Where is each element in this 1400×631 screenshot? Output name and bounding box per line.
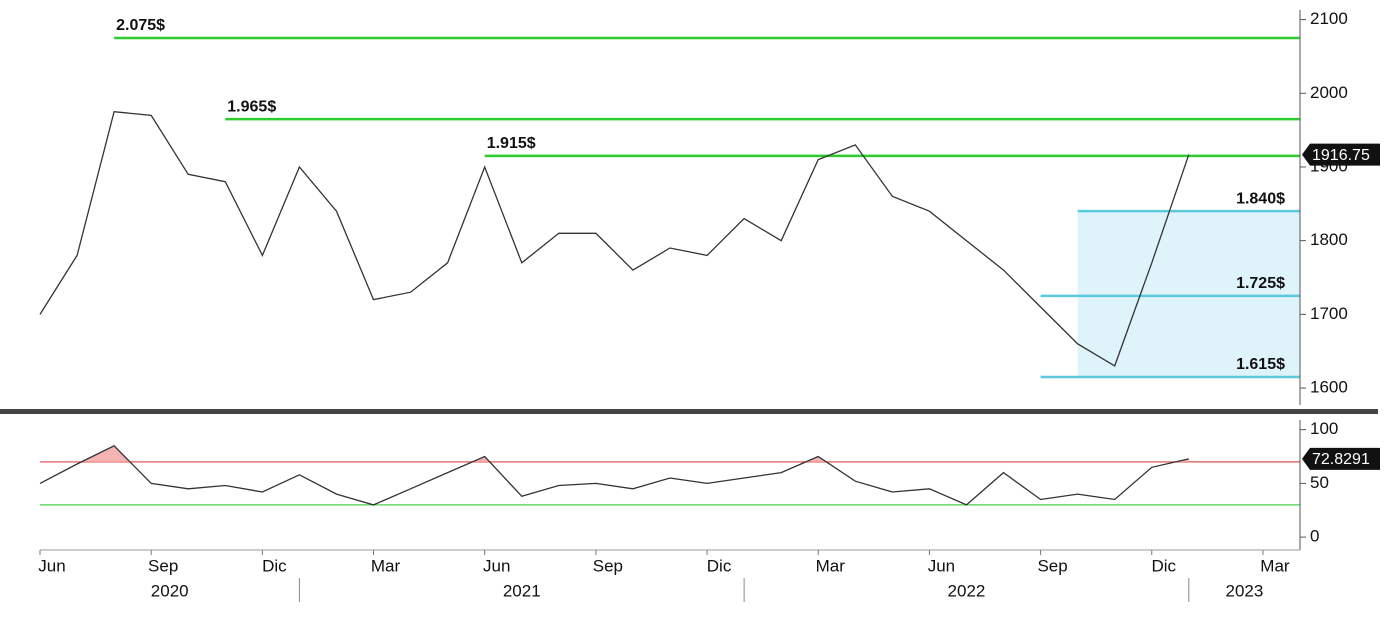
level-label: 1.965$: [227, 98, 276, 115]
year-label: 2020: [151, 581, 189, 600]
y-tick-label: 100: [1310, 419, 1338, 438]
y-tick-label: 1900: [1310, 156, 1348, 175]
x-tick-label: Dic: [1151, 556, 1176, 575]
y-tick-label: 2000: [1310, 83, 1348, 102]
x-tick-label: Jun: [928, 556, 955, 575]
price-line: [39, 445, 1189, 506]
year-label: 2022: [948, 581, 986, 600]
level-label: 1.840$: [1236, 190, 1285, 207]
x-tick-label: Mar: [1260, 556, 1290, 575]
support-zone: [1077, 211, 1300, 377]
level-label: 1.725$: [1236, 275, 1285, 292]
level-label: 1.915$: [487, 135, 536, 152]
last-value-box: [1302, 447, 1380, 470]
y-tick-label: 0: [1310, 527, 1319, 546]
y-tick-label: 1700: [1310, 304, 1348, 323]
x-tick-label: Sep: [593, 556, 623, 575]
y-tick-label: 50: [1310, 473, 1329, 492]
last-value-label: 72.8291: [1312, 451, 1370, 468]
panel-divider: [0, 409, 1378, 414]
overbought-area: [81, 445, 1189, 462]
y-tick-label: 2100: [1310, 9, 1348, 28]
level-label: 2.075$: [116, 17, 165, 34]
x-tick-label: Sep: [148, 556, 178, 575]
x-tick-label: Jun: [483, 556, 510, 575]
last-value-label: 1916.75: [1312, 147, 1370, 164]
x-tick-label: Dic: [262, 556, 287, 575]
price-line: [39, 110, 1190, 367]
y-tick-label: 1800: [1310, 230, 1348, 249]
x-tick-label: Dic: [707, 556, 732, 575]
x-tick-label: Jun: [38, 556, 65, 575]
year-label: 2021: [503, 581, 541, 600]
level-label: 1.615$: [1236, 356, 1285, 373]
year-label: 2023: [1225, 581, 1263, 600]
x-tick-label: Mar: [816, 556, 846, 575]
last-value-box: [1302, 143, 1380, 166]
x-tick-label: Mar: [371, 556, 401, 575]
y-tick-label: 1600: [1310, 378, 1348, 397]
x-tick-label: Sep: [1037, 556, 1067, 575]
